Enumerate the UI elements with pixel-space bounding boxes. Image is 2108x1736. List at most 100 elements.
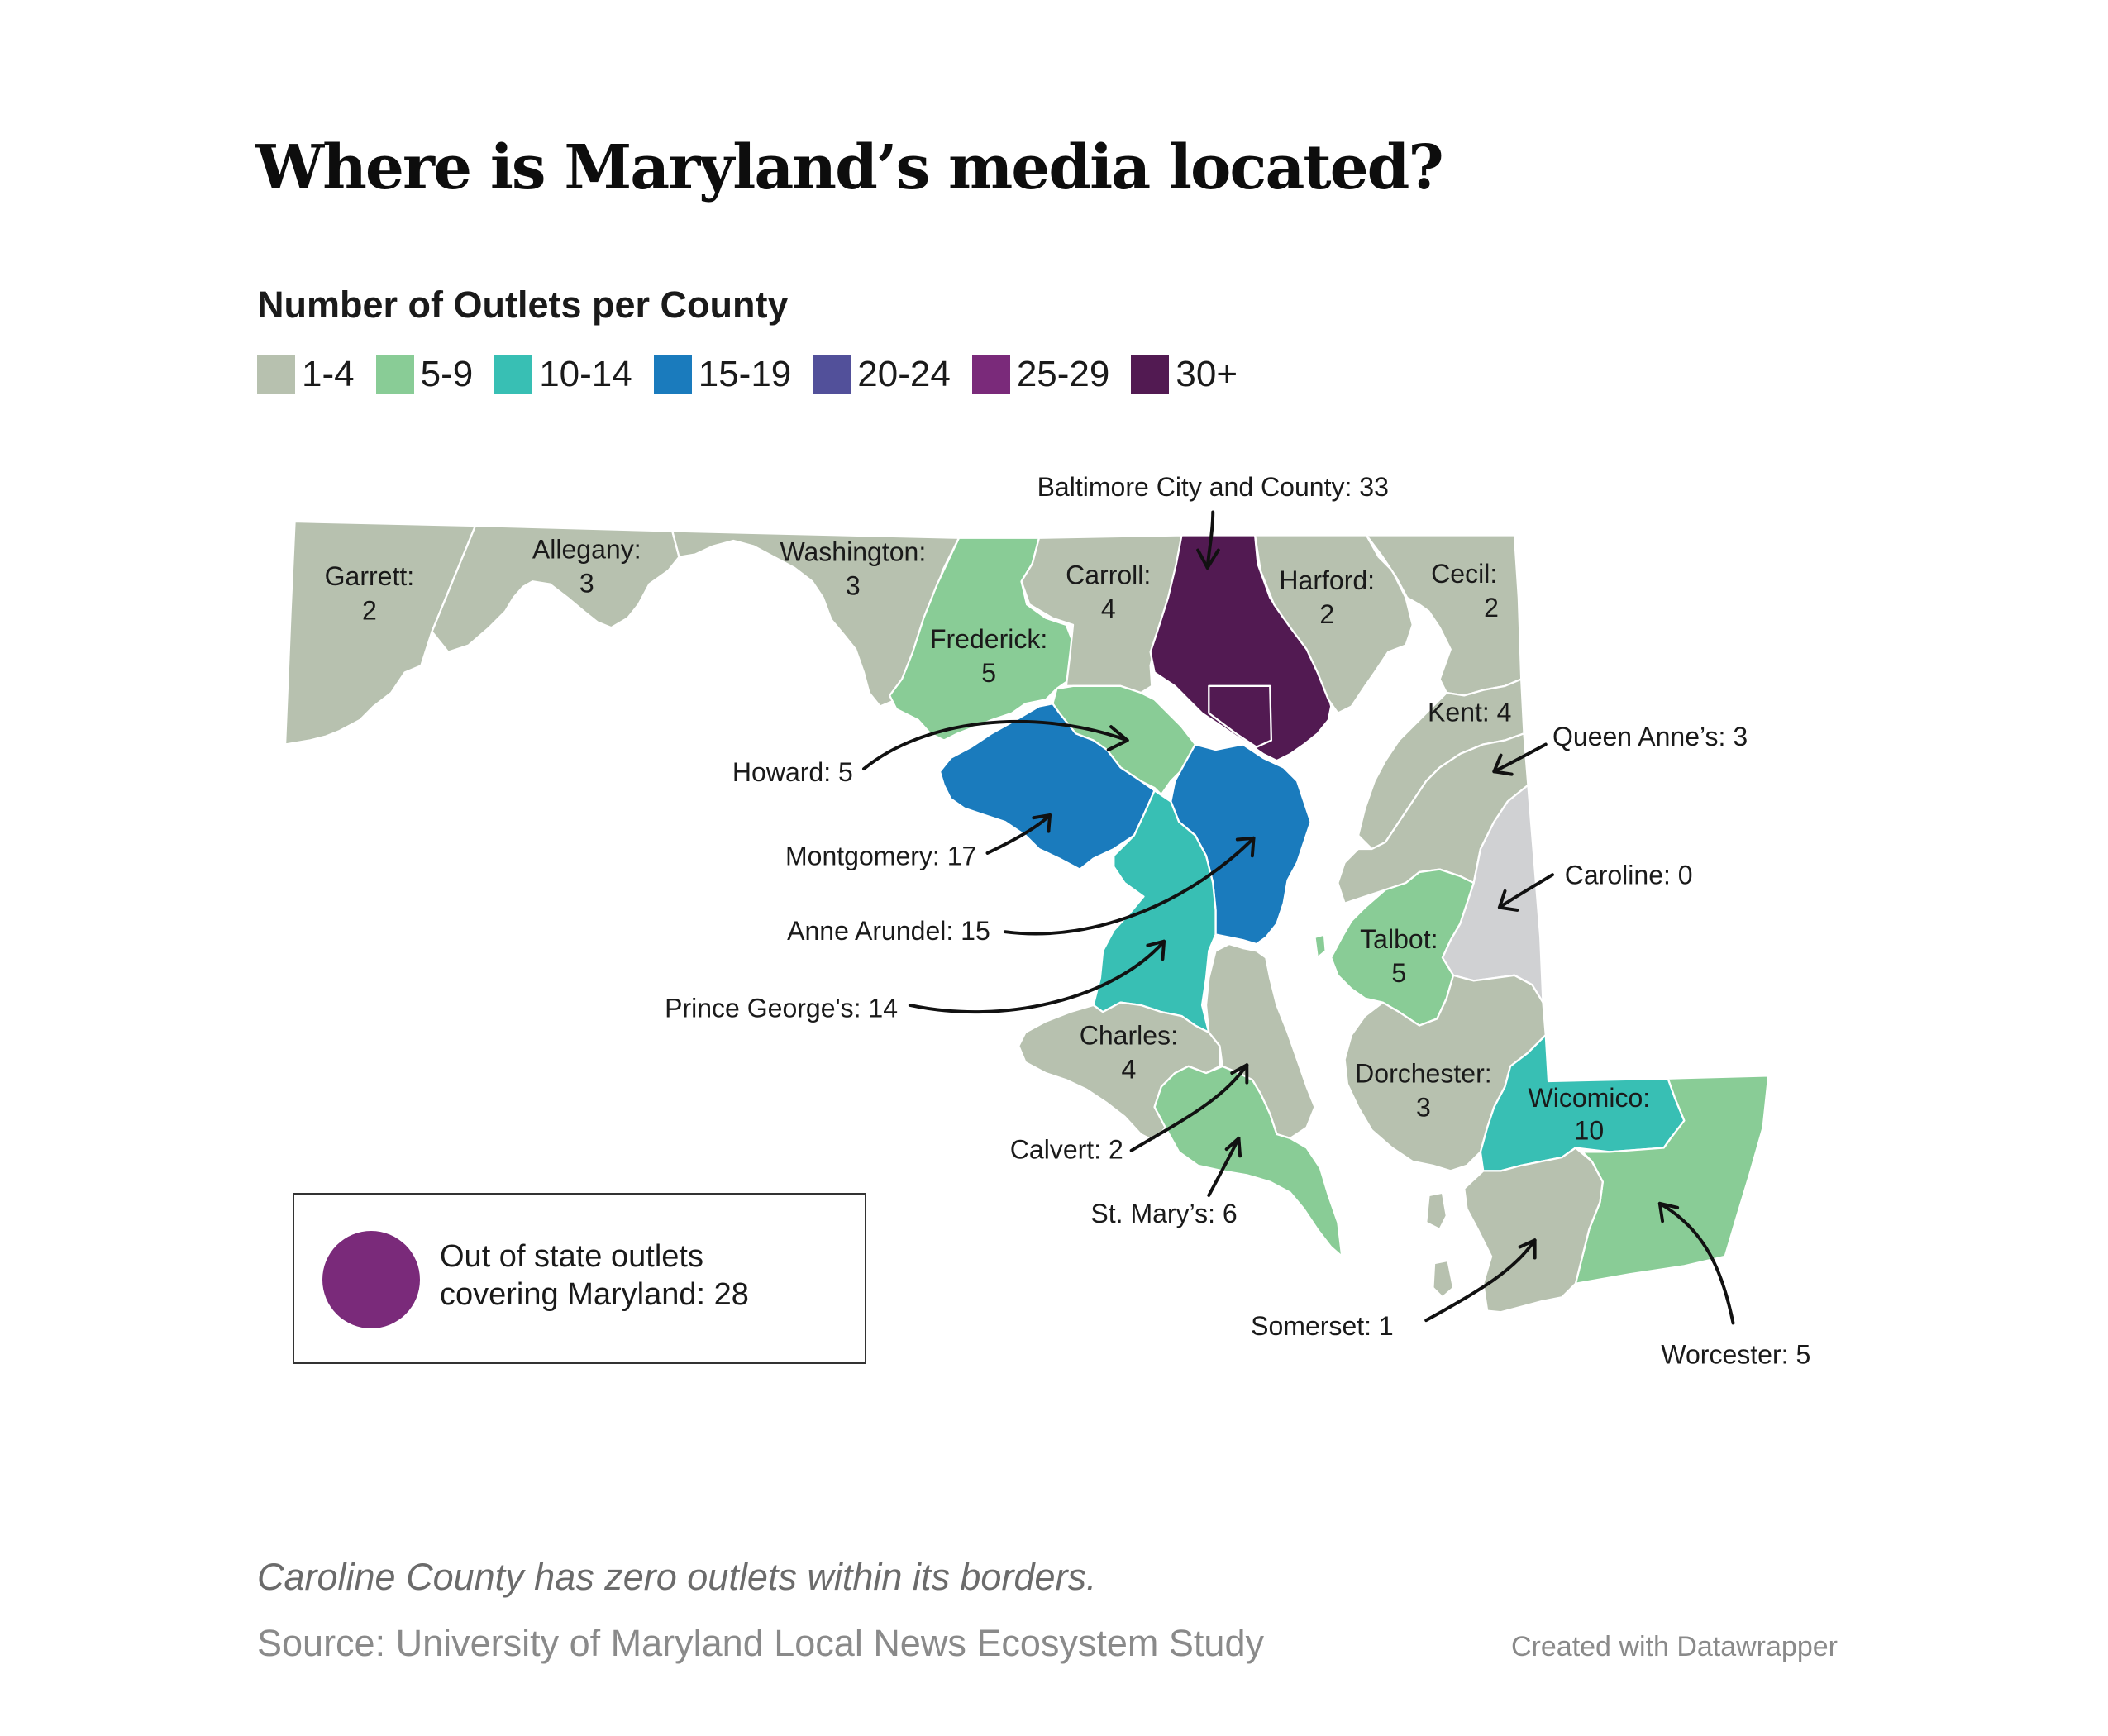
legend-item-5-9: 5-9 (375, 354, 474, 395)
arrow-queen-annes-icon (1492, 742, 1548, 774)
legend-item-1-4: 1-4 (257, 354, 355, 395)
legend-swatch (257, 355, 295, 394)
legend-title: Number of Outlets per County (257, 284, 789, 326)
legend-item-10-14: 10-14 (494, 354, 632, 395)
legend-label: 5-9 (420, 354, 474, 394)
datawrapper-credit[interactable]: Created with Datawrapper (1511, 1631, 1838, 1662)
callout-montgomery: Montgomery: 17 (785, 842, 976, 871)
color-legend: 1-4 5-9 10-14 15-19 20-24 25-29 30+ (257, 354, 1259, 395)
callout-caroline: Caroline: 0 (1565, 861, 1693, 890)
arrowhead-montgomery-icon (1032, 813, 1052, 833)
callout-calvert: Calvert: 2 (1010, 1135, 1123, 1165)
legend-swatch (813, 355, 851, 394)
arrow-baltimore-icon (1205, 510, 1215, 570)
arrow-worcester-icon (1657, 1201, 1735, 1325)
arrowhead-st-marys-icon (1224, 1136, 1242, 1158)
arrow-caroline-icon (1497, 873, 1554, 909)
arrowhead-caroline-icon (1497, 889, 1519, 912)
county-dorchester[interactable] (1343, 974, 1547, 1172)
county-allegany[interactable] (431, 524, 680, 653)
legend-swatch (375, 355, 414, 394)
label-charles-name: Charles: (1080, 1021, 1178, 1051)
label-kent: Kent: 4 (1428, 698, 1511, 727)
arrow-calvert-icon (1129, 1063, 1249, 1152)
county-somerset[interactable] (1463, 1147, 1604, 1314)
arrowhead-baltimore-icon (1196, 548, 1220, 570)
callout-prince-georges: Prince George's: 14 (665, 994, 898, 1023)
legend-item-20-24: 20-24 (813, 354, 951, 395)
county-calvert[interactable] (1204, 942, 1316, 1140)
label-talbot-value: 5 (1391, 958, 1406, 988)
out-of-state-circle-icon (322, 1231, 420, 1328)
legend-swatch (971, 355, 1010, 394)
out-of-state-line1: Out of state outlets (440, 1239, 703, 1274)
legend-label: 20-24 (857, 354, 951, 394)
label-garrett-name: Garrett: (325, 561, 415, 591)
legend-swatch (653, 355, 692, 394)
arrow-howard-icon (862, 719, 1129, 771)
county-garrett[interactable] (284, 520, 477, 746)
label-carroll-value: 4 (1101, 594, 1116, 624)
legend-item-30-plus: 30+ (1131, 354, 1238, 395)
callout-howard: Howard: 5 (732, 757, 853, 787)
legend-swatch (494, 355, 533, 394)
label-harford-name: Harford: (1279, 565, 1375, 595)
callout-arrows (862, 510, 1735, 1325)
arrowhead-prince-georges-icon (1146, 939, 1166, 961)
label-washington-value: 3 (846, 571, 861, 601)
legend-label: 15-19 (698, 354, 792, 394)
legend-label: 30+ (1176, 354, 1238, 394)
footnote: Caroline County has zero outlets within … (257, 1556, 1097, 1598)
island-smith (1425, 1191, 1447, 1231)
arrow-st-marys-icon (1207, 1136, 1241, 1197)
legend-label: 10-14 (539, 354, 632, 394)
arrowhead-worcester-icon (1657, 1201, 1680, 1223)
island-talbot (1314, 933, 1327, 959)
label-frederick-name: Frederick: (930, 624, 1047, 654)
county-frederick[interactable] (889, 537, 1077, 742)
callout-somerset: Somerset: 1 (1251, 1311, 1394, 1341)
callout-st-marys: St. Mary’s: 6 (1090, 1199, 1237, 1228)
county-st-marys[interactable] (1153, 1065, 1343, 1258)
label-cecil-name: Cecil: (1431, 559, 1497, 589)
legend-item-25-29: 25-29 (971, 354, 1110, 395)
arrowhead-calvert-icon (1230, 1063, 1249, 1085)
arrowhead-anne-arundel-icon (1235, 836, 1256, 858)
label-carroll-name: Carroll: (1066, 560, 1151, 590)
source-line: Source: University of Maryland Local New… (257, 1622, 1264, 1664)
legend-item-15-19: 15-19 (653, 354, 792, 395)
out-of-state-line2: covering Maryland: 28 (440, 1277, 749, 1312)
baltimore-city-outline (1208, 684, 1273, 748)
arrowhead-howard-icon (1106, 725, 1129, 752)
chart-title: Where is Maryland’s media located? (255, 132, 1444, 203)
label-garrett-value: 2 (362, 595, 377, 625)
label-allegany-name: Allegany: (532, 534, 641, 564)
label-talbot-name: Talbot: (1360, 924, 1438, 954)
legend-label: 25-29 (1016, 354, 1110, 394)
callout-baltimore: Baltimore City and County: 33 (1037, 472, 1389, 502)
legend-swatch (1131, 355, 1170, 394)
label-wicomico-name: Wicomico: (1529, 1083, 1651, 1113)
arrow-prince-georges-icon (908, 939, 1166, 1014)
label-charles-value: 4 (1121, 1055, 1136, 1085)
label-dorchester-name: Dorchester: (1355, 1059, 1491, 1089)
arrow-somerset-icon (1424, 1238, 1537, 1323)
callout-worcester: Worcester: 5 (1661, 1340, 1810, 1370)
county-montgomery[interactable] (938, 703, 1156, 870)
arrowhead-queen-annes-icon (1492, 753, 1514, 776)
label-cecil-value: 2 (1484, 593, 1499, 622)
out-of-state-callout: Out of state outlets covering Maryland: … (293, 1193, 866, 1364)
arrowhead-somerset-icon (1518, 1238, 1537, 1260)
label-washington-name: Washington: (780, 537, 926, 567)
callout-anne-arundel: Anne Arundel: 15 (787, 916, 990, 946)
label-dorchester-value: 3 (1416, 1093, 1431, 1123)
arrow-montgomery-icon (985, 813, 1052, 855)
out-of-state-text: Out of state outlets covering Maryland: … (440, 1238, 837, 1314)
county-cecil[interactable] (1365, 534, 1523, 697)
legend-label: 1-4 (302, 354, 355, 394)
label-frederick-value: 5 (981, 658, 996, 688)
label-harford-value: 2 (1319, 599, 1334, 629)
arrow-anne-arundel-icon (1003, 836, 1256, 936)
callout-queen-annes: Queen Anne’s: 3 (1552, 722, 1748, 751)
